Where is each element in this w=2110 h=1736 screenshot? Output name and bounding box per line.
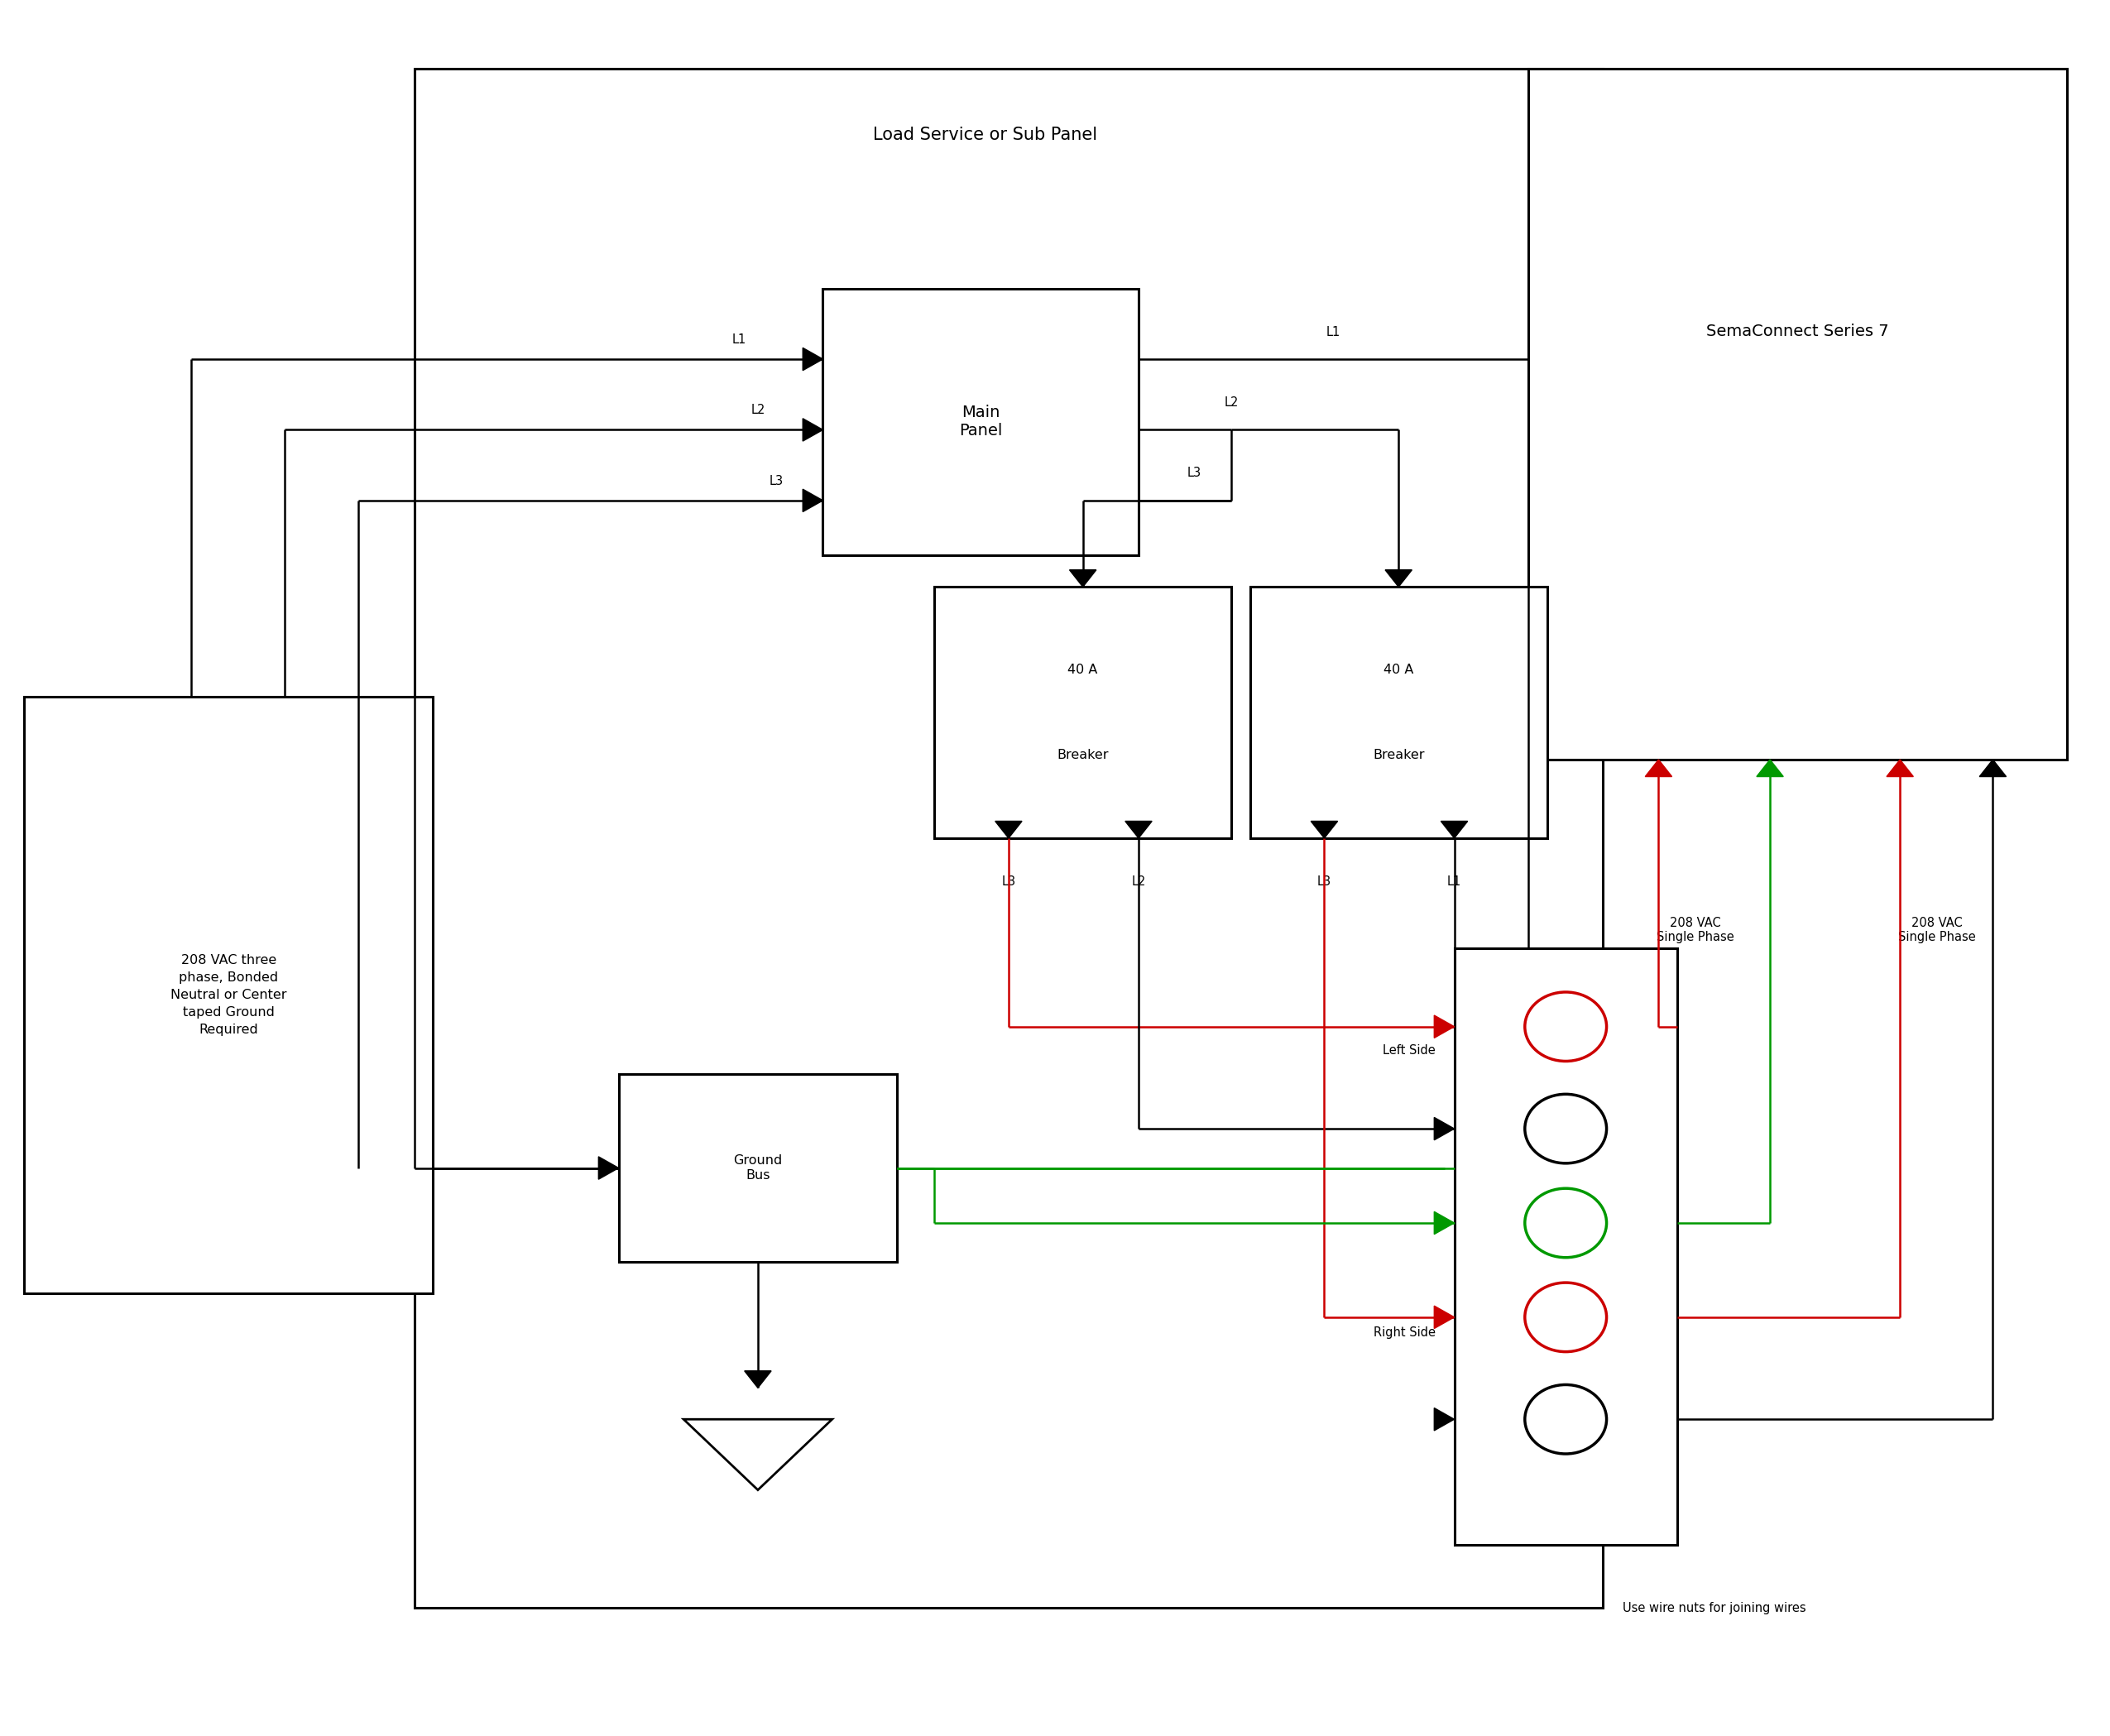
Polygon shape	[1646, 760, 1671, 776]
Text: L2: L2	[751, 404, 766, 417]
Polygon shape	[1384, 569, 1412, 587]
Text: L3: L3	[1188, 467, 1201, 479]
Text: 40 A: 40 A	[1068, 663, 1097, 675]
Text: L1: L1	[1447, 875, 1462, 887]
Text: L3: L3	[1002, 875, 1015, 887]
Bar	[618, 1075, 897, 1262]
Text: 208 VAC three
phase, Bonded
Neutral or Center
taped Ground
Required: 208 VAC three phase, Bonded Neutral or C…	[171, 955, 287, 1036]
Text: Ground
Bus: Ground Bus	[734, 1154, 783, 1182]
Text: L1: L1	[1327, 326, 1340, 339]
Text: Right Side: Right Side	[1374, 1326, 1435, 1338]
Polygon shape	[1125, 821, 1152, 838]
Polygon shape	[1886, 760, 1914, 776]
Text: L1: L1	[732, 333, 747, 345]
Bar	[414, 68, 1604, 1608]
Text: L2: L2	[1131, 875, 1146, 887]
Polygon shape	[1979, 760, 2007, 776]
Text: L3: L3	[770, 476, 783, 488]
Text: Main
Panel: Main Panel	[960, 404, 1002, 439]
Bar	[1454, 948, 1677, 1545]
Text: Left Side: Left Side	[1382, 1043, 1435, 1057]
Bar	[935, 587, 1232, 838]
Text: 40 A: 40 A	[1384, 663, 1414, 675]
Polygon shape	[1435, 1118, 1454, 1141]
Text: Breaker: Breaker	[1374, 748, 1424, 762]
Polygon shape	[1435, 1212, 1454, 1234]
Polygon shape	[1435, 1305, 1454, 1328]
Polygon shape	[802, 347, 823, 370]
Polygon shape	[802, 418, 823, 441]
Polygon shape	[599, 1156, 618, 1179]
Polygon shape	[1310, 821, 1338, 838]
Polygon shape	[1435, 1016, 1454, 1038]
Text: Use wire nuts for joining wires: Use wire nuts for joining wires	[1623, 1602, 1806, 1614]
Polygon shape	[996, 821, 1021, 838]
Polygon shape	[802, 490, 823, 512]
Text: Load Service or Sub Panel: Load Service or Sub Panel	[874, 127, 1097, 142]
Polygon shape	[1758, 760, 1783, 776]
Polygon shape	[1441, 821, 1469, 838]
Bar	[823, 288, 1139, 556]
Text: SemaConnect Series 7: SemaConnect Series 7	[1707, 323, 1888, 339]
Bar	[25, 696, 433, 1293]
Text: 208 VAC
Single Phase: 208 VAC Single Phase	[1899, 917, 1975, 943]
Text: L3: L3	[1317, 875, 1331, 887]
Bar	[1249, 587, 1547, 838]
Polygon shape	[745, 1371, 772, 1387]
Bar	[1528, 68, 2068, 760]
Text: Breaker: Breaker	[1057, 748, 1108, 762]
Text: L2: L2	[1224, 396, 1239, 408]
Text: 208 VAC
Single Phase: 208 VAC Single Phase	[1656, 917, 1734, 943]
Polygon shape	[1435, 1408, 1454, 1430]
Polygon shape	[1070, 569, 1097, 587]
